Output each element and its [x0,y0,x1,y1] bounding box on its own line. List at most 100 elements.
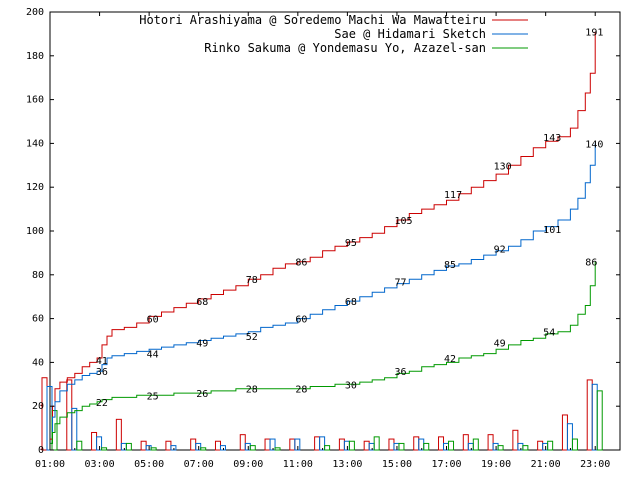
data-label: 101 [543,225,561,236]
y-tick-label: 120 [26,182,44,193]
x-tick-label: 01:00 [35,459,65,470]
data-label: 86 [585,258,597,269]
data-label: 95 [345,238,357,249]
hourly-bar [373,436,380,451]
legend-label: Rinko Sakuma @ Yondemasu Yo, Azazel-san [204,41,486,55]
x-tick-label: 21:00 [531,459,561,470]
hourly-bar [314,436,321,451]
data-label: 26 [196,389,208,400]
y-tick-label: 140 [26,138,44,149]
data-label: 36 [394,367,406,378]
hourly-bar [71,407,78,451]
data-label: 85 [444,260,456,271]
y-tick-label: 160 [26,95,44,106]
legend-label: Sae @ Hidamari Sketch [334,27,486,41]
data-label: 143 [543,133,561,144]
hourly-bar [274,447,281,451]
y-axis: 0 20 40 60 80 100 120 140 160 180 200 [26,7,620,456]
data-label: 78 [246,275,258,286]
hourly-bar [512,429,519,451]
hourly-bar [165,440,172,451]
hourly-bar [497,445,504,451]
hourly-bar [398,442,405,451]
data-label: 54 [543,328,555,339]
x-tick-label: 19:00 [481,459,511,470]
hourly-bar [487,434,494,451]
hourly-bar [448,440,455,451]
hourly-bar [566,423,573,451]
data-label: 92 [494,245,506,256]
x-tick-label: 23:00 [580,459,610,470]
hourly-bar [338,438,345,451]
data-label: 36 [96,367,108,378]
hourly-bar [76,440,83,451]
hourly-bar [125,442,132,451]
series-lines [50,31,596,444]
hourly-bar [289,438,296,451]
hourly-bar [522,445,529,451]
data-label: 77 [394,277,406,288]
series-line [50,31,596,440]
hourly-bar [91,431,98,451]
hourly-bar [115,418,122,451]
legend: Hotori Arashiyama @ Soredemo Machi Wa Ma… [139,13,528,55]
hourly-bar [388,438,395,451]
data-label: 105 [394,216,412,227]
hourly-bar [423,442,430,451]
x-tick-label: 05:00 [134,459,164,470]
y-tick-label: 100 [26,226,44,237]
data-label: 191 [585,28,603,39]
data-label: 30 [345,380,357,391]
hourly-bar [363,440,370,451]
hourly-bar [586,379,593,451]
x-tick-label: 11:00 [283,459,313,470]
hourly-bar [324,445,331,451]
data-label: 28 [246,385,258,396]
data-label: 68 [345,297,357,308]
data-label: 130 [494,161,512,172]
hourly-bar [438,436,445,451]
y-tick-label: 180 [26,51,44,62]
data-label: 25 [147,391,159,402]
data-label: 117 [444,190,462,201]
data-label: 52 [246,332,258,343]
hourly-bar [413,436,420,451]
y-tick-label: 80 [32,270,44,281]
hourly-bar [591,383,598,451]
hourly-bar [140,440,147,451]
data-label: 86 [295,258,307,269]
x-tick-label: 13:00 [332,459,362,470]
data-label: 28 [295,385,307,396]
data-label: 42 [444,354,456,365]
data-label: 60 [147,315,159,326]
hourly-bar [200,447,207,451]
hourly-bar [462,434,469,451]
hourly-bar [537,440,544,451]
hourly-bar [150,447,157,451]
point-labels: 41 60 68 78 86 95 105 117 130 143 191 36 44 49 52 60 68 7… [96,28,604,409]
data-label: 68 [196,297,208,308]
hourly-bar [101,447,108,451]
data-label: 49 [494,339,506,350]
hourly-bar [561,414,568,451]
x-tick-label: 17:00 [431,459,461,470]
data-label: 41 [96,356,108,367]
hourly-bar [249,445,256,451]
data-label: 49 [196,339,208,350]
y-tick-label: 200 [26,7,44,18]
series-line [50,143,596,444]
hourly-bar [190,438,197,451]
x-tick-label: 09:00 [233,459,263,470]
hourly-bar [571,438,578,451]
data-label: 22 [96,398,108,409]
legend-label: Hotori Arashiyama @ Soredemo Machi Wa Ma… [139,13,486,27]
hourly-bar [264,438,271,451]
hourly-bar [41,377,48,451]
x-tick-label: 15:00 [382,459,412,470]
x-tick-label: 07:00 [184,459,214,470]
x-tick-label: 03:00 [85,459,115,470]
hourly-bar [472,438,479,451]
data-label: 140 [585,139,603,150]
hourly-bar [214,440,221,451]
